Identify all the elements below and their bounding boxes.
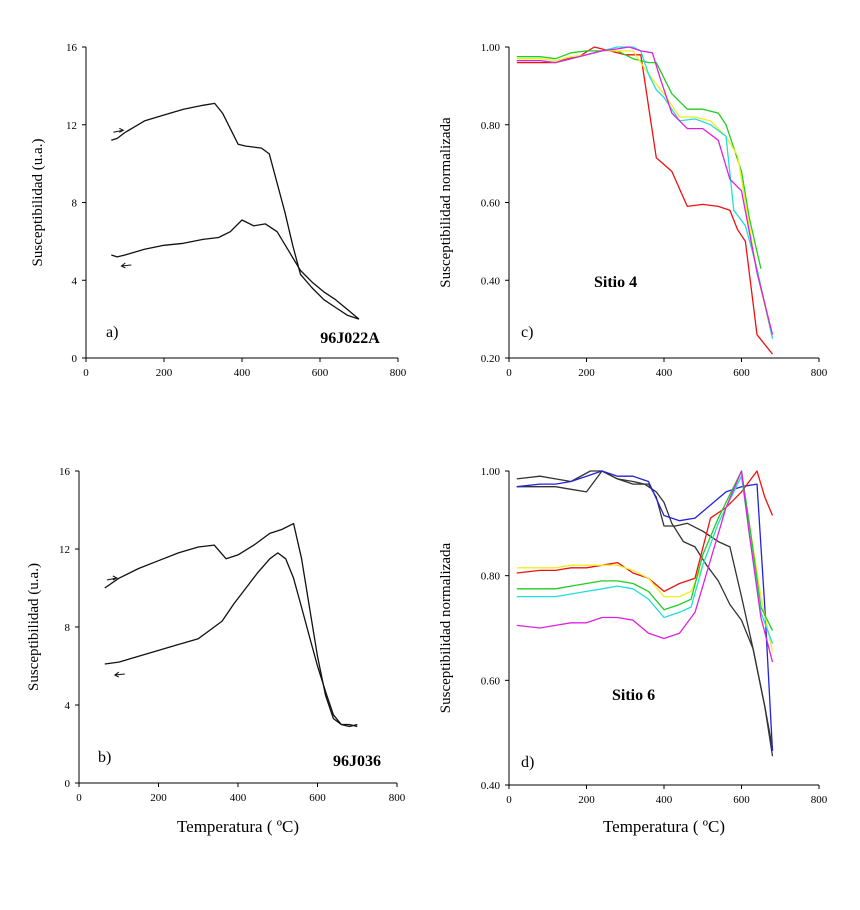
series-line-4 [516,46,774,339]
x-tick-label: 400 [656,367,673,379]
y-tick-label: 0 [65,778,71,790]
y-tick-label: 8 [72,198,78,210]
y-tick-label: 1.00 [481,42,501,54]
series-line-2 [104,552,358,728]
x-tick-label: 0 [506,367,512,379]
x-axis-label: Temperatura ( ºC) [603,817,725,836]
x-tick-label: 600 [733,794,750,806]
sample-label: Sitio 6 [612,687,655,704]
y-axis-label: Susceptibilidad (u.a.) [26,563,42,691]
series-line-3 [516,50,774,339]
series-line-1 [516,470,774,749]
y-axis-label: Susceptibilidad normalizada [438,117,454,288]
series-line-8 [516,470,774,663]
x-tick-label: 600 [309,792,326,804]
y-axis-label: Susceptibilidad normalizada [438,542,454,713]
sample-label: 96J036 [333,753,381,770]
x-tick-label: 400 [234,367,251,379]
cooling-arrow-icon [113,671,125,678]
series-line-5 [516,46,774,335]
series-line-2 [516,470,774,757]
y-tick-label: 0.40 [481,780,501,792]
panel-letter: d) [521,754,534,771]
heating-arrow-icon [113,127,125,133]
x-tick-label: 200 [150,792,167,804]
x-tick-label: 600 [733,367,750,379]
series-line-7 [516,475,774,644]
y-tick-label: 4 [65,700,71,712]
panel-letter: b) [98,749,111,766]
y-tick-label: 16 [59,466,71,478]
series-line-2 [516,50,762,269]
y-tick-label: 0 [72,353,78,365]
cooling-arrow-icon [120,262,132,269]
y-tick-label: 8 [65,622,71,634]
chart-panel-2: 0 200 400 600 800 0 4 8 12 16 Susceptibilidad (u.a… [26,466,406,836]
y-axis-label: Susceptibilidad (u.a.) [30,139,46,267]
panel-letter: c) [521,324,533,341]
series-line-1 [111,102,360,320]
x-tick-label: 400 [230,792,247,804]
x-tick-label: 0 [506,794,512,806]
sample-label: 96J022A [320,330,380,347]
chart-panel-3: 0 200 400 600 800 0.20 0.40 0.60 0.80 1.00 Suscept… [438,42,828,379]
series-line-1 [104,522,358,728]
x-tick-label: 800 [811,794,828,806]
x-tick-label: 200 [156,367,173,379]
x-tick-label: 200 [578,367,595,379]
y-tick-label: 4 [72,275,78,287]
y-tick-label: 0.20 [481,353,501,365]
heating-arrow-icon [106,575,118,581]
y-tick-label: 0.80 [481,120,501,132]
y-tick-label: 12 [59,544,70,556]
x-tick-label: 800 [389,792,406,804]
y-tick-label: 12 [66,120,77,132]
x-tick-label: 0 [76,792,82,804]
y-tick-label: 0.80 [481,571,501,583]
y-tick-label: 0.60 [481,198,501,210]
x-tick-label: 800 [811,367,828,379]
x-axis-label: Temperatura ( ºC) [177,817,299,836]
sample-label: Sitio 4 [594,274,637,291]
y-tick-label: 0.40 [481,275,501,287]
y-tick-label: 16 [66,42,78,54]
y-tick-label: 0.60 [481,675,501,687]
y-tick-label: 1.00 [481,466,501,478]
x-tick-label: 400 [656,794,673,806]
panel-letter: a) [106,324,118,341]
x-tick-label: 600 [312,367,329,379]
chart-panel-4: 0 200 400 600 800 0.40 0.60 0.80 1.00 Susceptibil… [438,466,828,836]
chart-panel-1: 0 200 400 600 800 0 4 8 12 16 Susceptibilidad (u.a… [30,42,407,379]
x-tick-label: 200 [578,794,595,806]
series-line-2 [111,219,360,320]
x-tick-label: 0 [83,367,89,379]
series-line-6 [516,470,774,631]
series-line-1 [516,46,774,355]
x-tick-label: 800 [390,367,407,379]
